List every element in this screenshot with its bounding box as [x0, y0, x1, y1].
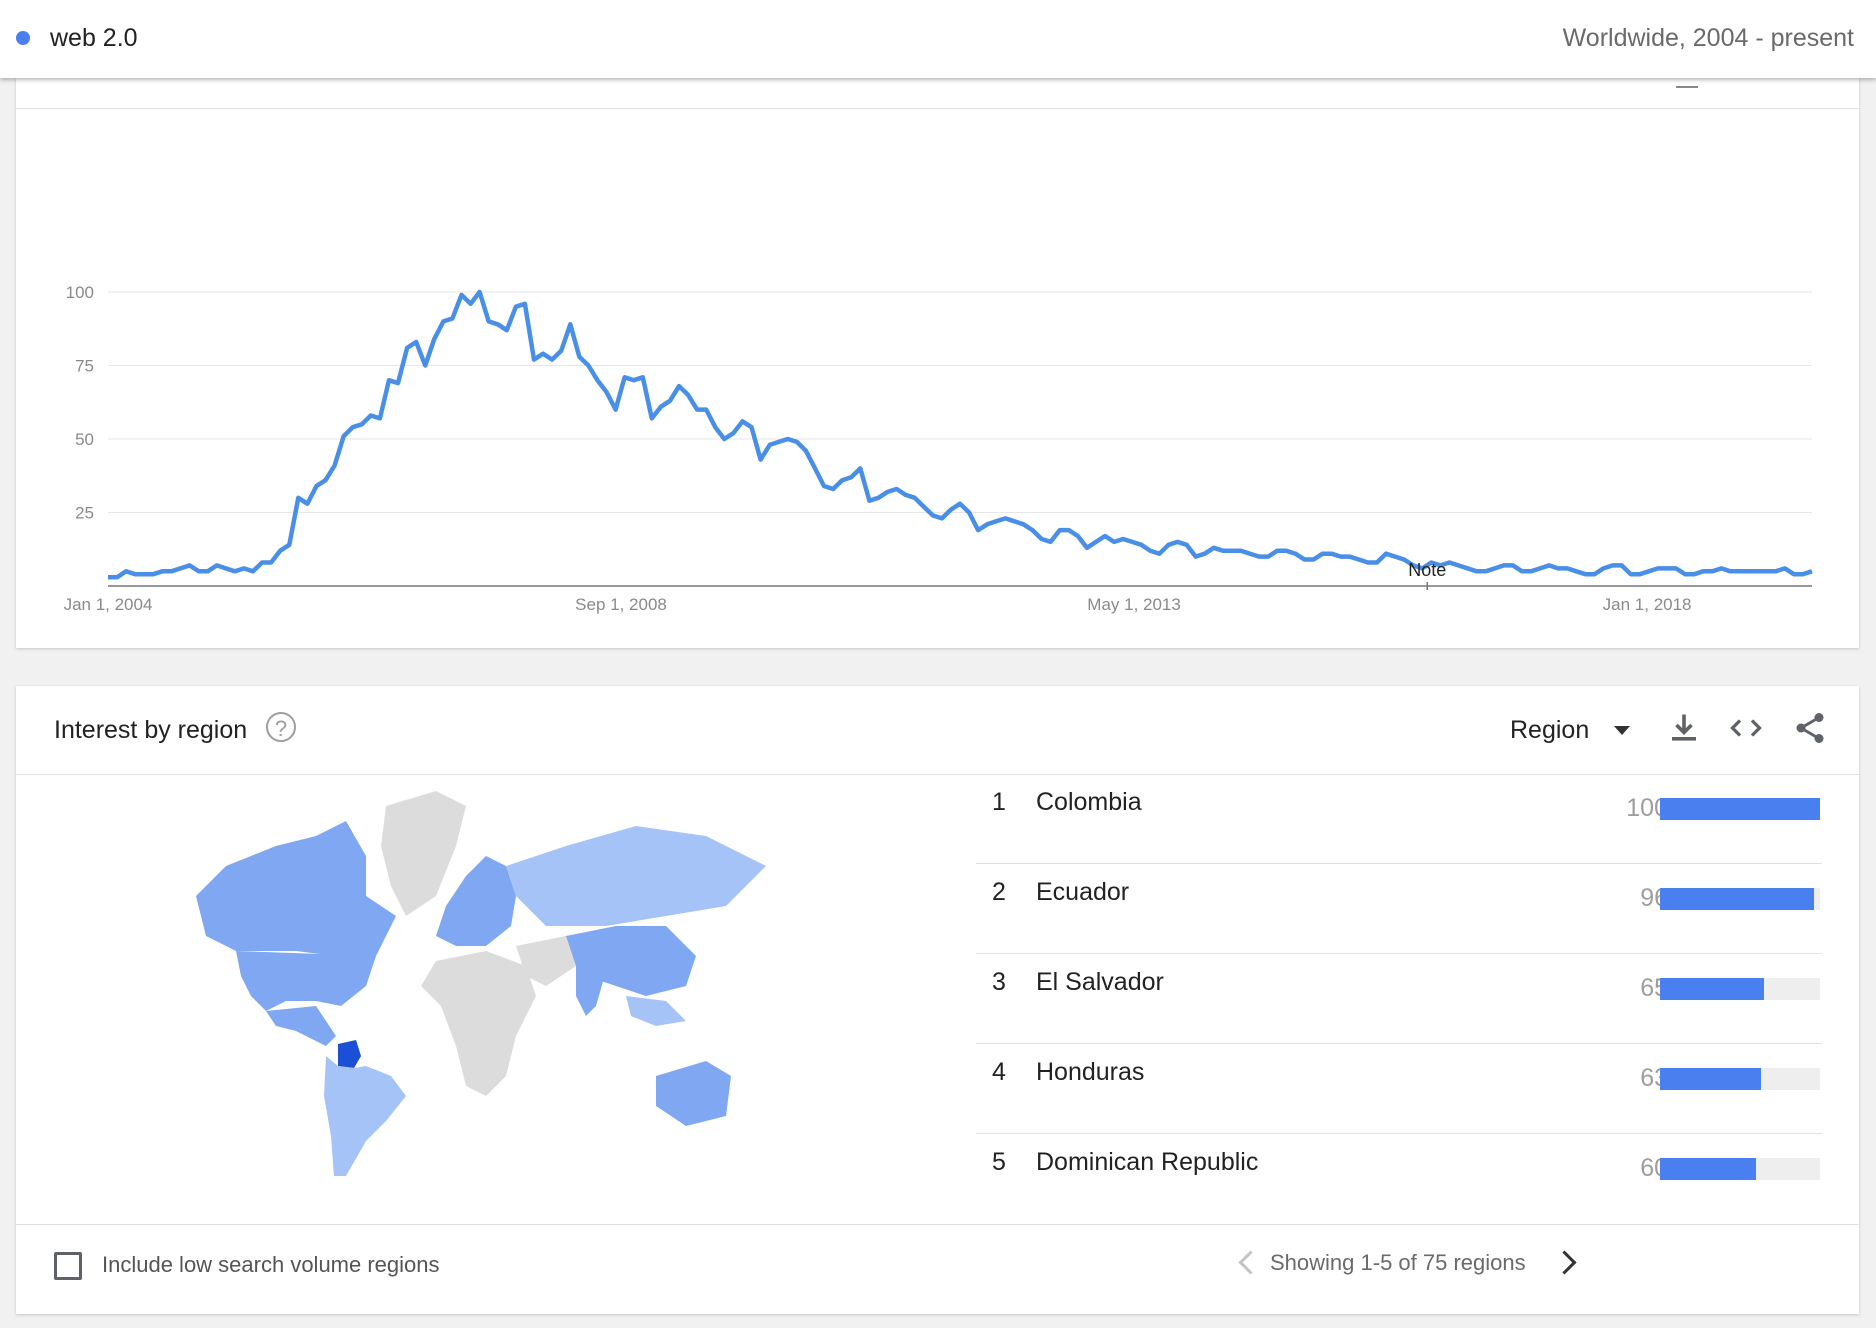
region-row[interactable]: 5 Dominican Republic 60 — [976, 1134, 1822, 1224]
y-tick-label: 50 — [75, 430, 94, 449]
row-divider — [976, 1043, 1822, 1044]
x-tick-label: Sep 1, 2008 — [575, 595, 667, 614]
world-map[interactable] — [166, 786, 816, 1186]
card-divider — [16, 774, 1859, 775]
chevron-left-icon[interactable] — [1238, 1250, 1263, 1275]
value-bar — [1660, 888, 1820, 910]
region-name[interactable]: El Salvador — [1036, 968, 1164, 996]
card-divider — [16, 108, 1859, 109]
value-bar — [1660, 978, 1820, 1000]
y-tick-label: 75 — [75, 357, 94, 376]
region-name[interactable]: Colombia — [1036, 788, 1142, 816]
rank-number: 4 — [992, 1058, 1006, 1086]
southeast-asia-shape — [626, 996, 686, 1026]
trend-chart: 100 75 50 25 Jan 1, 2004 Sep 1, 2008 May 1, 20… — [64, 283, 1813, 614]
mexico-central-america-shape — [266, 1006, 336, 1046]
region-name[interactable]: Dominican Republic — [1036, 1148, 1259, 1176]
row-divider — [976, 863, 1822, 864]
australia-shape — [656, 1061, 731, 1126]
region-name[interactable]: Honduras — [1036, 1058, 1145, 1086]
value-bar — [1660, 798, 1820, 820]
compare-bar: web 2.0 Worldwide, 2004 - present — [0, 0, 1876, 78]
checkbox-label: Include low search volume regions — [102, 1252, 440, 1277]
value-bar-fill — [1660, 978, 1764, 1000]
rank-number: 5 — [992, 1148, 1006, 1176]
region-row[interactable]: 1 Colombia 100 — [976, 774, 1822, 864]
caret-down-icon[interactable] — [1614, 726, 1630, 735]
x-tick-label: Jan 1, 2018 — [1603, 595, 1692, 614]
value-bar-fill — [1660, 1158, 1756, 1180]
low-volume-checkbox[interactable] — [54, 1252, 82, 1280]
south-america-shape — [324, 1056, 406, 1176]
search-term[interactable]: web 2.0 — [50, 24, 138, 52]
value-bar — [1660, 1158, 1820, 1180]
card-header-edge — [16, 78, 1859, 108]
row-divider — [976, 1133, 1822, 1134]
y-tick-label: 25 — [75, 504, 94, 523]
download-icon[interactable] — [1676, 80, 1698, 88]
note-label: Note — [1408, 560, 1446, 580]
rank-number: 1 — [992, 788, 1006, 816]
x-tick-label: Jan 1, 2004 — [64, 595, 153, 614]
section-title: Interest by region — [54, 716, 248, 744]
colombia-shape — [338, 1040, 361, 1068]
pager-text: Showing 1-5 of 75 regions — [1270, 1250, 1526, 1275]
rank-number: 2 — [992, 878, 1006, 906]
embed-code-icon[interactable] — [1728, 710, 1764, 746]
chevron-right-icon[interactable] — [1552, 1250, 1577, 1275]
value-bar-fill — [1660, 1068, 1761, 1090]
middle-east-shape — [516, 936, 576, 986]
region-row[interactable]: 3 El Salvador 65 — [976, 954, 1822, 1044]
download-icon[interactable] — [1666, 710, 1702, 746]
card-divider — [16, 1224, 1859, 1225]
canada-shape — [196, 821, 396, 956]
value-bar-fill — [1660, 888, 1814, 910]
rank-number: 3 — [992, 968, 1006, 996]
greenland-shape — [381, 791, 466, 916]
trend-line — [108, 289, 1813, 580]
interest-over-time-card: 100 75 50 25 Jan 1, 2004 Sep 1, 2008 May 1, 20… — [16, 78, 1859, 648]
y-tick-label: 100 — [66, 283, 94, 302]
europe-shape — [436, 856, 516, 946]
term-color-dot — [16, 31, 30, 45]
x-tick-label: May 1, 2013 — [1087, 595, 1181, 614]
row-divider — [976, 953, 1822, 954]
region-name[interactable]: Ecuador — [1036, 878, 1130, 906]
india-shape — [576, 966, 606, 1016]
region-row[interactable]: 2 Ecuador 96 — [976, 864, 1822, 954]
russia-shape — [506, 826, 766, 926]
africa-shape — [421, 951, 536, 1096]
interest-by-region-card: Interest by region ? Region — [16, 686, 1859, 1314]
value-bar-fill — [1660, 798, 1820, 820]
value-bar — [1660, 1068, 1820, 1090]
region-row[interactable]: 4 Honduras 63 — [976, 1044, 1822, 1134]
scope-label: Worldwide, 2004 - present — [1562, 24, 1854, 52]
help-icon[interactable]: ? — [266, 712, 296, 742]
region-select[interactable]: Region — [1510, 716, 1590, 744]
share-icon[interactable] — [1792, 710, 1828, 746]
usa-shape — [236, 951, 376, 1011]
